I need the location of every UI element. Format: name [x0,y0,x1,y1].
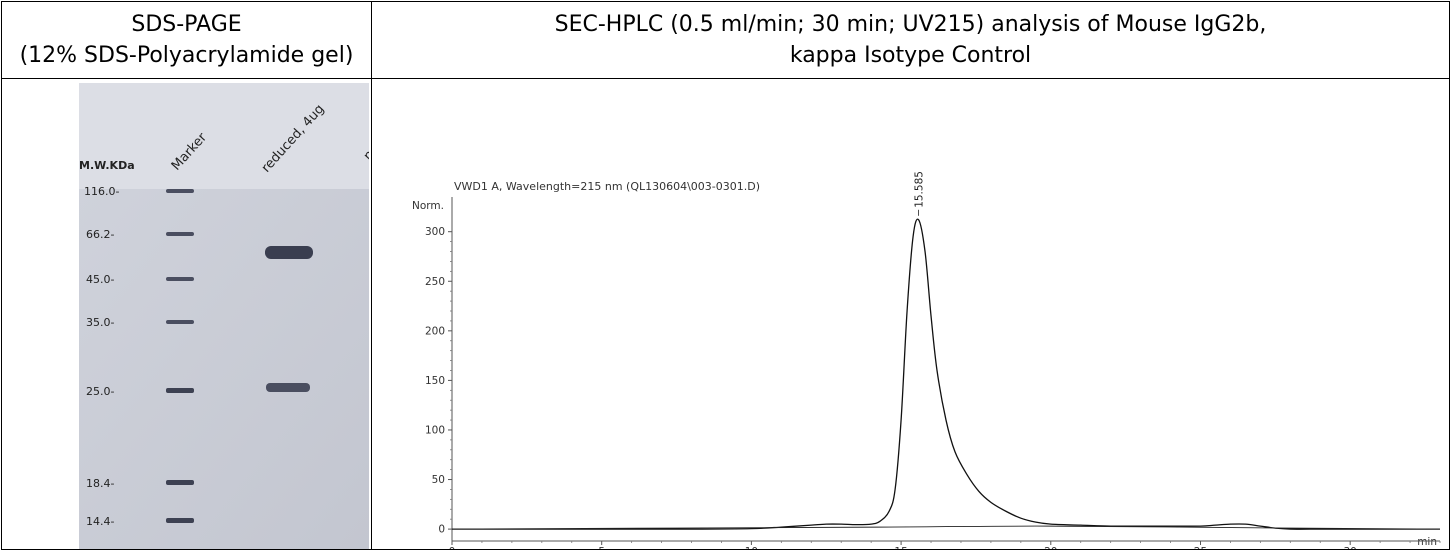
marker-band-116 [166,189,194,193]
x-tick-label-25: 25 [1194,546,1207,549]
marker-label-35: 35.0- [86,316,114,329]
peak-retention-label: 15.585 [914,171,926,208]
marker-band-45 [166,277,194,281]
sds-page-title: SDS-PAGE [2,9,371,40]
gel-background [79,189,369,549]
sds-page-header: SDS-PAGE (12% SDS-Polyacrylamide gel) [2,2,372,79]
chromatogram: VWD1 A, Wavelength=215 nm (QL130604\003-… [372,79,1450,549]
marker-label-25: 25.0- [86,385,114,398]
sec-hplc-header: SEC-HPLC (0.5 ml/min; 30 min; UV215) ana… [372,2,1450,79]
marker-label-116: 116.0- [84,185,119,198]
reduced-light-chain-band [266,383,310,392]
marker-label-14: 14.4- [86,515,114,528]
y-tick-label-300: 300 [425,226,445,238]
y-tick-label-100: 100 [425,424,445,436]
y-tick-label-150: 150 [425,375,445,387]
y-axis-label: Norm. [412,200,444,212]
marker-label-66: 66.2- [86,228,114,241]
marker-band-66 [166,232,194,236]
reduced-heavy-chain-band [265,246,313,259]
sec-hplc-title: SEC-HPLC (0.5 ml/min; 30 min; UV215) ana… [372,9,1449,40]
x-tick-label-10: 10 [745,546,758,549]
sec-hplc-subtitle: kappa Isotype Control [372,40,1449,71]
gel-image: Marker reduced, 4ug non-reduced, 4ug M.W… [79,83,369,549]
sds-page-subtitle: (12% SDS-Polyacrylamide gel) [2,40,371,71]
y-tick-label-50: 50 [432,474,445,486]
marker-label-18: 18.4- [86,477,114,490]
gel-cell: Marker reduced, 4ug non-reduced, 4ug M.W… [2,79,372,550]
mw-header: M.W.KDa [79,159,135,172]
gel-svg: Marker reduced, 4ug non-reduced, 4ug M.W… [79,83,369,549]
x-tick-label-15: 15 [894,546,907,549]
gel-top-area [79,83,369,189]
chromatogram-svg: VWD1 A, Wavelength=215 nm (QL130604\003-… [372,79,1450,549]
x-tick-label-0: 0 [449,546,456,549]
y-tick-label-0: 0 [438,524,445,536]
marker-band-35 [166,320,194,324]
x-axis-unit: min [1417,536,1437,548]
x-tick-label-30: 30 [1343,546,1356,549]
marker-label-45: 45.0- [86,273,114,286]
marker-band-14 [166,518,194,523]
chart-title: VWD1 A, Wavelength=215 nm (QL130604\003-… [454,180,760,193]
chromatogram-trace-0 [452,219,1440,529]
chromatogram-cell: VWD1 A, Wavelength=215 nm (QL130604\003-… [372,79,1450,550]
x-tick-label-5: 5 [598,546,605,549]
marker-band-25 [166,388,194,393]
x-tick-label-20: 20 [1044,546,1057,549]
y-tick-label-250: 250 [425,276,445,288]
marker-band-18 [166,480,194,485]
y-tick-label-200: 200 [425,325,445,337]
